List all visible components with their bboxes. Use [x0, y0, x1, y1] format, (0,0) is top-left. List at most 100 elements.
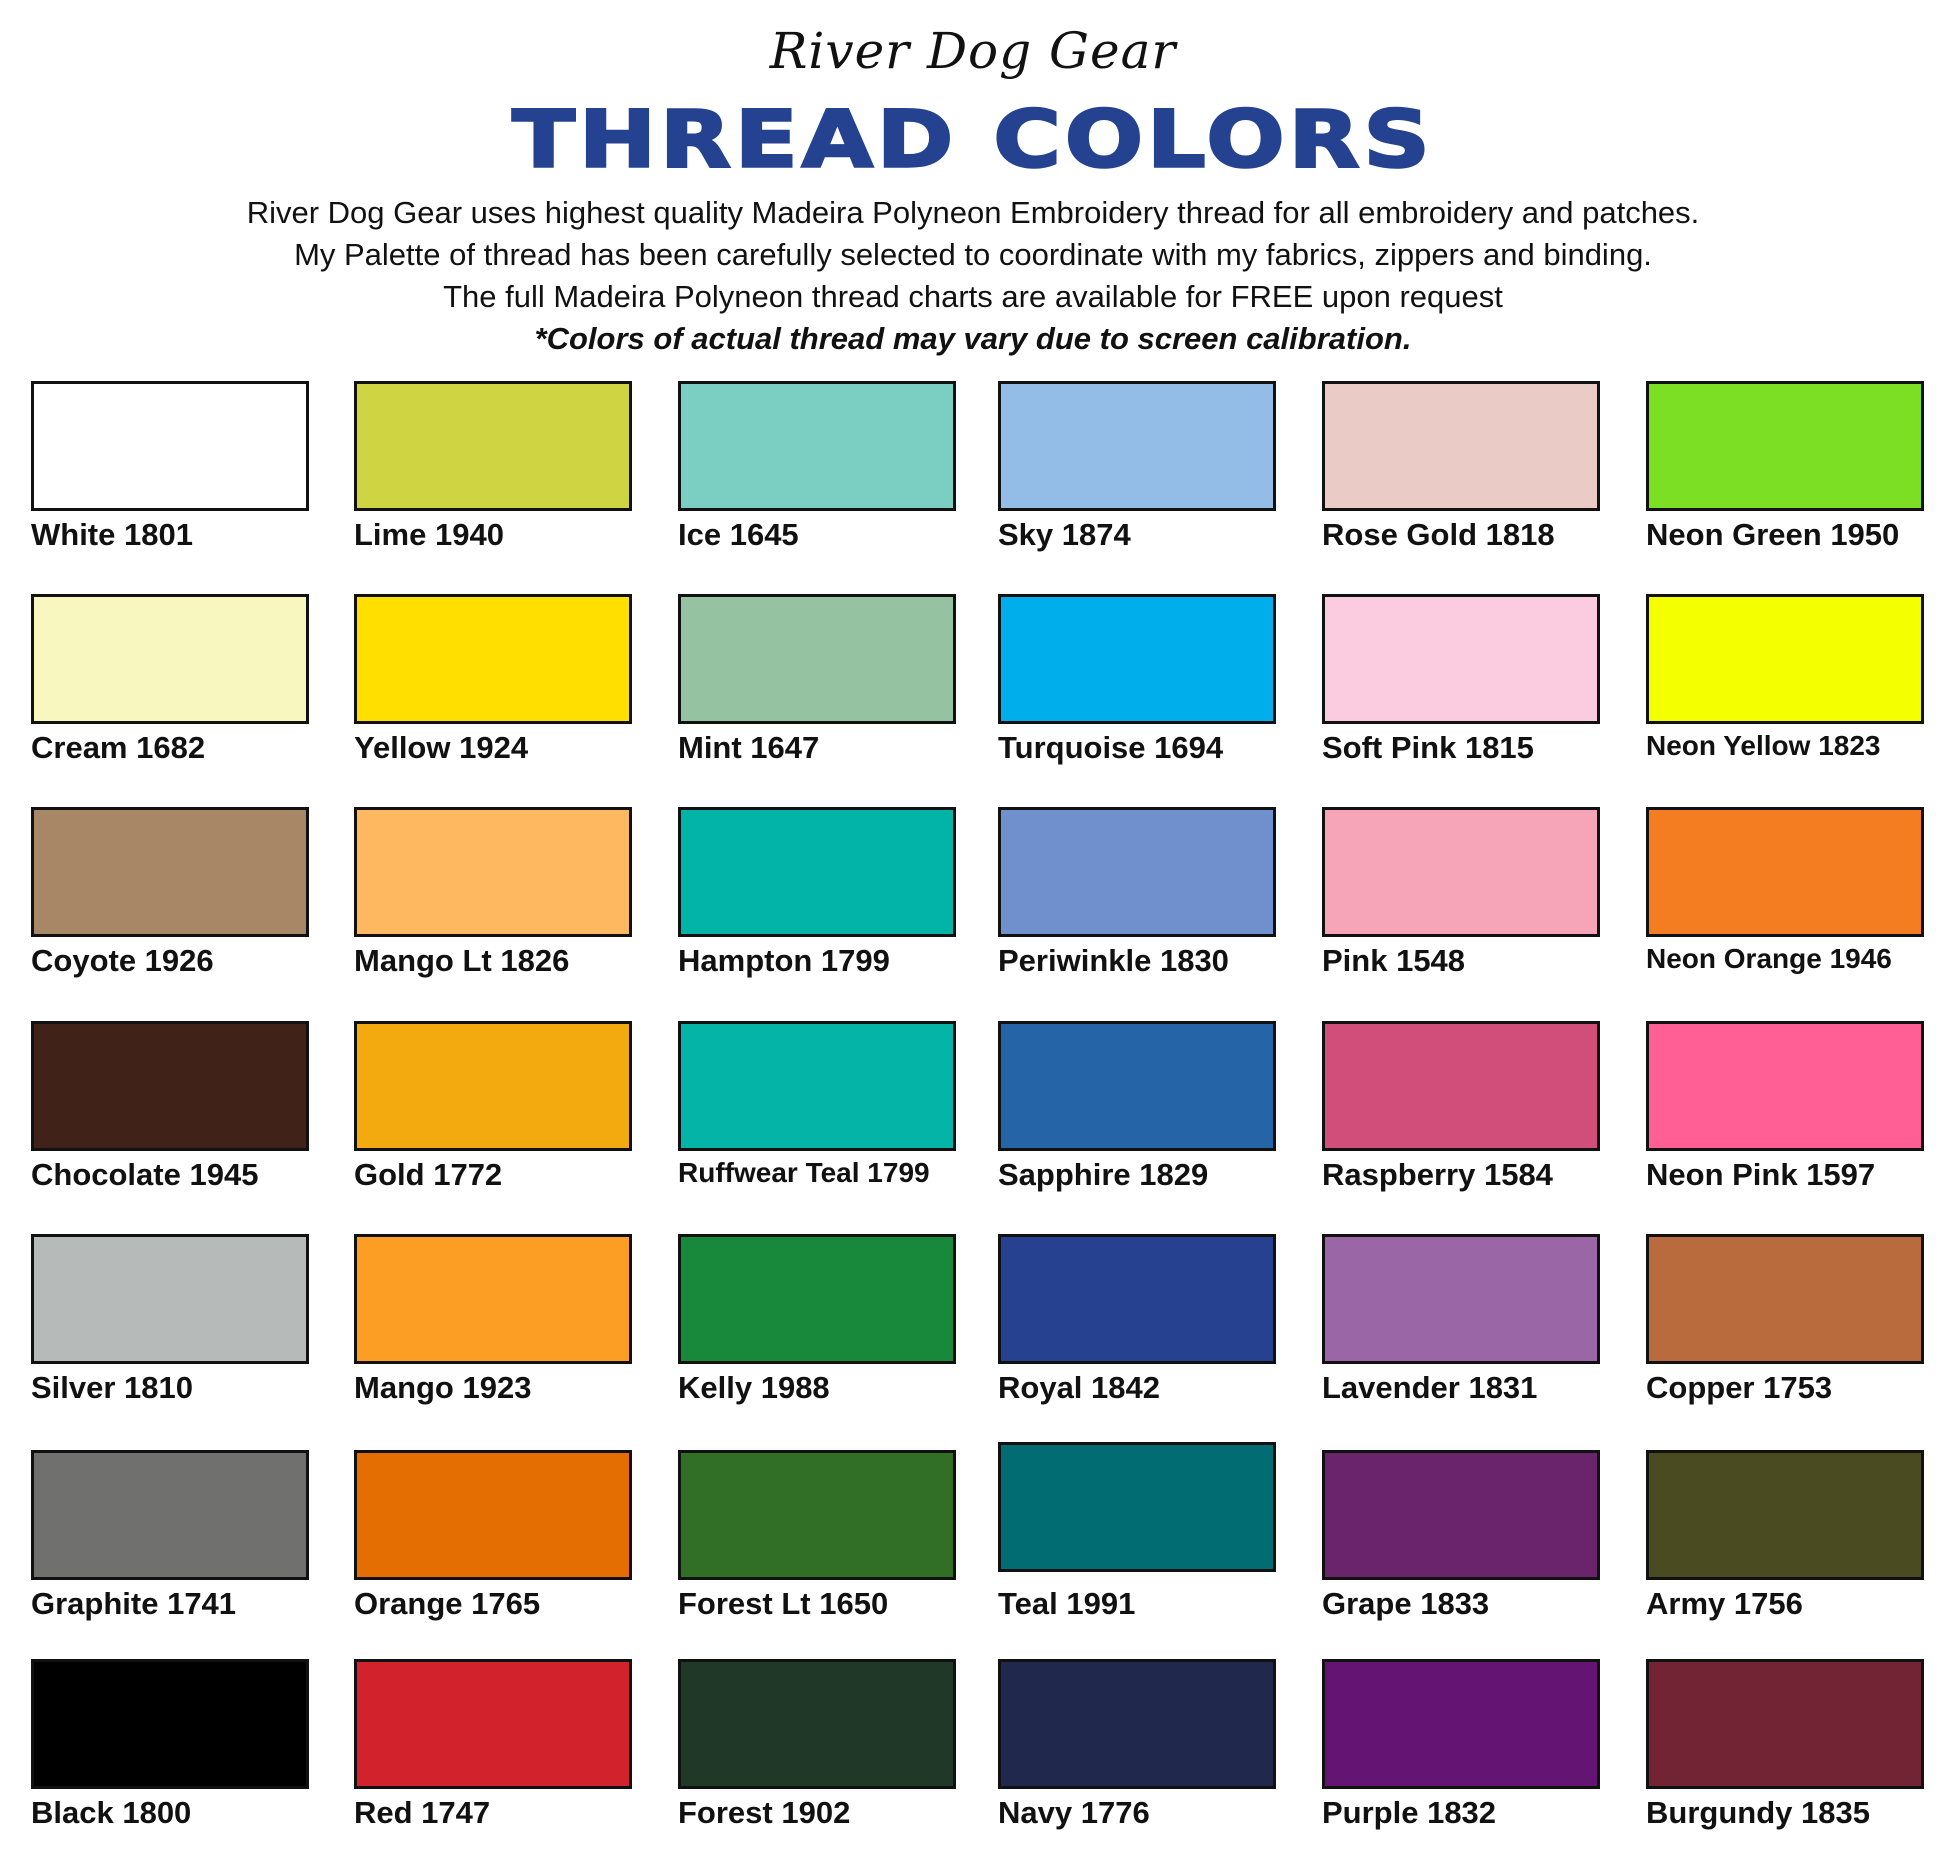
- color-label: Grape 1833: [1322, 1586, 1490, 1621]
- color-swatch: [678, 1659, 956, 1789]
- color-swatch-item: Lime 1940: [354, 381, 632, 553]
- color-label: White 1801: [31, 517, 193, 552]
- color-swatch-item: Pink 1548: [1322, 807, 1600, 979]
- color-swatch: [31, 1659, 309, 1789]
- color-label: Soft Pink 1815: [1322, 730, 1534, 765]
- color-swatch-item: Navy 1776: [998, 1659, 1276, 1831]
- color-label: Periwinkle 1830: [998, 943, 1229, 978]
- color-swatch-item: Neon Green 1950: [1646, 381, 1924, 553]
- color-swatch: [678, 381, 956, 511]
- color-label: Pink 1548: [1322, 943, 1466, 978]
- color-label: Rose Gold 1818: [1322, 517, 1555, 552]
- color-swatch-item: Red 1747: [354, 1659, 632, 1831]
- brand-name: River Dog Gear: [769, 22, 1177, 80]
- color-swatch-item: White 1801: [31, 381, 309, 553]
- color-label: Purple 1832: [1322, 1795, 1497, 1830]
- color-swatch: [678, 807, 956, 937]
- color-swatch: [1322, 1234, 1600, 1364]
- color-label: Royal 1842: [998, 1370, 1160, 1405]
- color-swatch-item: Forest Lt 1650: [678, 1450, 956, 1622]
- color-swatch-item: Periwinkle 1830: [998, 807, 1276, 979]
- color-swatch-item: Royal 1842: [998, 1234, 1276, 1406]
- color-swatch-item: Burgundy 1835: [1646, 1659, 1924, 1831]
- color-label: Mint 1647: [678, 730, 820, 765]
- color-label: Orange 1765: [354, 1586, 541, 1621]
- color-swatch: [1322, 594, 1600, 724]
- color-swatch-item: Purple 1832: [1322, 1659, 1600, 1831]
- color-label: Cream 1682: [31, 730, 206, 765]
- color-label: Ice 1645: [678, 517, 799, 552]
- color-swatch-item: Copper 1753: [1646, 1234, 1924, 1406]
- color-swatch: [998, 594, 1276, 724]
- color-swatch-item: Mango 1923: [354, 1234, 632, 1406]
- color-swatch: [998, 1442, 1276, 1572]
- color-swatch: [1322, 1659, 1600, 1789]
- color-label: Forest 1902: [678, 1795, 851, 1830]
- color-swatch-item: Gold 1772: [354, 1021, 632, 1193]
- color-swatch-item: Silver 1810: [31, 1234, 309, 1406]
- color-swatch-item: Mango Lt 1826: [354, 807, 632, 979]
- color-swatch: [998, 807, 1276, 937]
- color-swatch: [1646, 594, 1924, 724]
- color-swatch: [678, 594, 956, 724]
- color-swatch: [1646, 1021, 1924, 1151]
- color-label: Copper 1753: [1646, 1370, 1833, 1405]
- color-swatch: [678, 1450, 956, 1580]
- color-swatch-item: Neon Yellow 1823: [1646, 594, 1924, 762]
- color-swatch-item: Neon Pink 1597: [1646, 1021, 1924, 1193]
- color-swatch: [1646, 381, 1924, 511]
- color-label: Neon Pink 1597: [1646, 1157, 1876, 1192]
- intro-line: My Palette of thread has been carefully …: [294, 237, 1652, 272]
- color-swatch: [678, 1021, 956, 1151]
- color-swatch-item: Grape 1833: [1322, 1450, 1600, 1622]
- color-swatch-item: Coyote 1926: [31, 807, 309, 979]
- color-label: Lavender 1831: [1322, 1370, 1538, 1405]
- color-swatch: [1322, 1021, 1600, 1151]
- color-swatch: [354, 1450, 632, 1580]
- color-label: Neon Yellow 1823: [1646, 730, 1881, 761]
- color-label: Neon Green 1950: [1646, 517, 1900, 552]
- color-label: Mango 1923: [354, 1370, 532, 1405]
- color-label: Hampton 1799: [678, 943, 890, 978]
- color-label: Gold 1772: [354, 1157, 503, 1192]
- color-swatch-item: Forest 1902: [678, 1659, 956, 1831]
- color-label: Sky 1874: [998, 517, 1131, 552]
- color-swatch-item: Black 1800: [31, 1659, 309, 1831]
- color-label: Silver 1810: [31, 1370, 194, 1405]
- color-swatch-item: Teal 1991: [998, 1442, 1276, 1622]
- color-swatch-item: Kelly 1988: [678, 1234, 956, 1406]
- color-swatch: [1322, 807, 1600, 937]
- color-swatch: [31, 807, 309, 937]
- color-label: Burgundy 1835: [1646, 1795, 1870, 1830]
- color-swatch: [1646, 1234, 1924, 1364]
- color-swatch: [1322, 1450, 1600, 1580]
- color-label: Mango Lt 1826: [354, 943, 570, 978]
- color-swatch-item: Graphite 1741: [31, 1450, 309, 1622]
- color-swatch: [998, 1021, 1276, 1151]
- color-label: Army 1756: [1646, 1586, 1803, 1621]
- color-swatch-item: Army 1756: [1646, 1450, 1924, 1622]
- color-label: Kelly 1988: [678, 1370, 830, 1405]
- color-swatch-item: Mint 1647: [678, 594, 956, 766]
- color-swatch-item: Cream 1682: [31, 594, 309, 766]
- color-swatch: [354, 381, 632, 511]
- color-swatch: [354, 807, 632, 937]
- color-swatch-item: Hampton 1799: [678, 807, 956, 979]
- color-swatch-item: Ruffwear Teal 1799: [678, 1021, 956, 1189]
- color-swatch: [998, 1234, 1276, 1364]
- intro-text: River Dog Gear uses highest quality Made…: [0, 192, 1946, 360]
- color-swatch: [1646, 1659, 1924, 1789]
- color-swatch: [998, 381, 1276, 511]
- color-swatch: [354, 1234, 632, 1364]
- color-swatch-item: Chocolate 1945: [31, 1021, 309, 1193]
- color-label: Lime 1940: [354, 517, 504, 552]
- color-swatch-item: Neon Orange 1946: [1646, 807, 1924, 975]
- color-swatch-item: Yellow 1924: [354, 594, 632, 766]
- intro-line: The full Madeira Polyneon thread charts …: [443, 279, 1503, 314]
- color-label: Coyote 1926: [31, 943, 214, 978]
- color-swatch-item: Soft Pink 1815: [1322, 594, 1600, 766]
- color-swatch: [1322, 381, 1600, 511]
- color-swatch: [354, 1021, 632, 1151]
- color-label: Black 1800: [31, 1795, 192, 1830]
- color-label: Ruffwear Teal 1799: [678, 1157, 930, 1188]
